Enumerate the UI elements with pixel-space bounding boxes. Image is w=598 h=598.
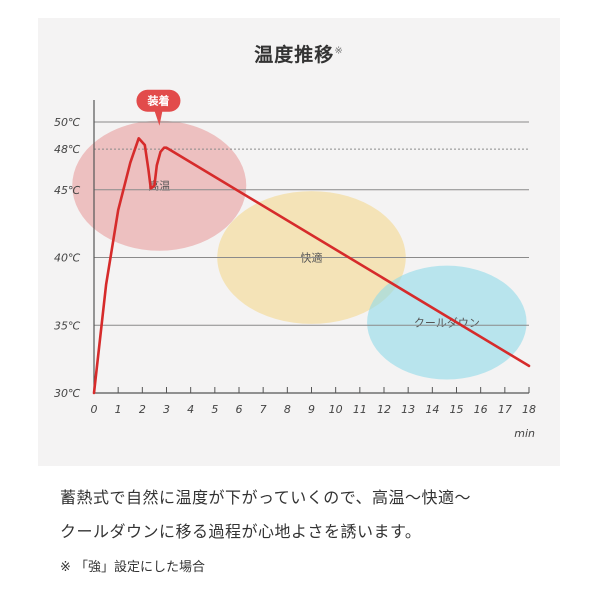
y-tick-label-40: 40℃ bbox=[54, 252, 81, 265]
callout-bubble bbox=[136, 89, 181, 112]
x-axis-label: min bbox=[514, 427, 535, 440]
x-tick-label-9: 9 bbox=[308, 403, 315, 416]
x-tick-label-13: 13 bbox=[401, 403, 415, 416]
x-tick-label-3: 3 bbox=[163, 403, 170, 416]
callout-label: 装着 bbox=[146, 94, 169, 108]
x-tick-label-10: 10 bbox=[329, 403, 343, 416]
y-tick-label-45: 45℃ bbox=[54, 184, 81, 197]
chart-title-mark: ※ bbox=[334, 45, 344, 57]
description-line-2: クールダウンに移る過程が心地よさを誘います。 bbox=[60, 522, 422, 541]
x-tick-label-2: 2 bbox=[139, 403, 146, 416]
y-tick-label-30: 30℃ bbox=[54, 387, 81, 400]
chart-title-text: 温度推移 bbox=[254, 44, 335, 66]
zone-ellipse-2 bbox=[367, 265, 527, 380]
y-tick-label-35: 35℃ bbox=[54, 319, 81, 332]
x-tick-label-18: 18 bbox=[522, 403, 536, 416]
x-tick-label-15: 15 bbox=[450, 403, 464, 416]
x-tick-label-0: 0 bbox=[91, 403, 98, 416]
x-tick-label-12: 12 bbox=[377, 403, 391, 416]
y-tick-label-48: 48℃ bbox=[54, 143, 81, 156]
x-tick-label-17: 17 bbox=[498, 403, 512, 416]
x-tick-label-1: 1 bbox=[115, 403, 122, 416]
x-tick-label-14: 14 bbox=[425, 403, 439, 416]
x-tick-label-5: 5 bbox=[211, 403, 218, 416]
x-tick-label-7: 7 bbox=[260, 403, 267, 416]
chart-title: 温度推移※ bbox=[0, 40, 598, 67]
x-tick-label-16: 16 bbox=[474, 403, 488, 416]
series-layer bbox=[92, 137, 531, 395]
y-tick-label-50: 50℃ bbox=[54, 116, 81, 129]
annotation-layer: 装着 bbox=[136, 89, 181, 126]
x-tick-label-4: 4 bbox=[187, 403, 194, 416]
x-tick-label-11: 11 bbox=[353, 403, 367, 416]
temperature-line-0 bbox=[92, 137, 531, 395]
footnote: ※ 「強」設定にした場合 bbox=[60, 560, 206, 575]
callout-pointer bbox=[154, 110, 163, 126]
x-tick-label-6: 6 bbox=[236, 403, 243, 416]
x-tick-label-8: 8 bbox=[284, 403, 291, 416]
axis-layer: 30℃35℃40℃45℃48℃50℃0 1 2 3 4 5 6 7 8 9 10 11 12 13 14 15… bbox=[54, 100, 536, 440]
description-line-1: 蓄熱式で自然に温度が下がっていくので、高温〜快適〜 bbox=[60, 488, 472, 507]
